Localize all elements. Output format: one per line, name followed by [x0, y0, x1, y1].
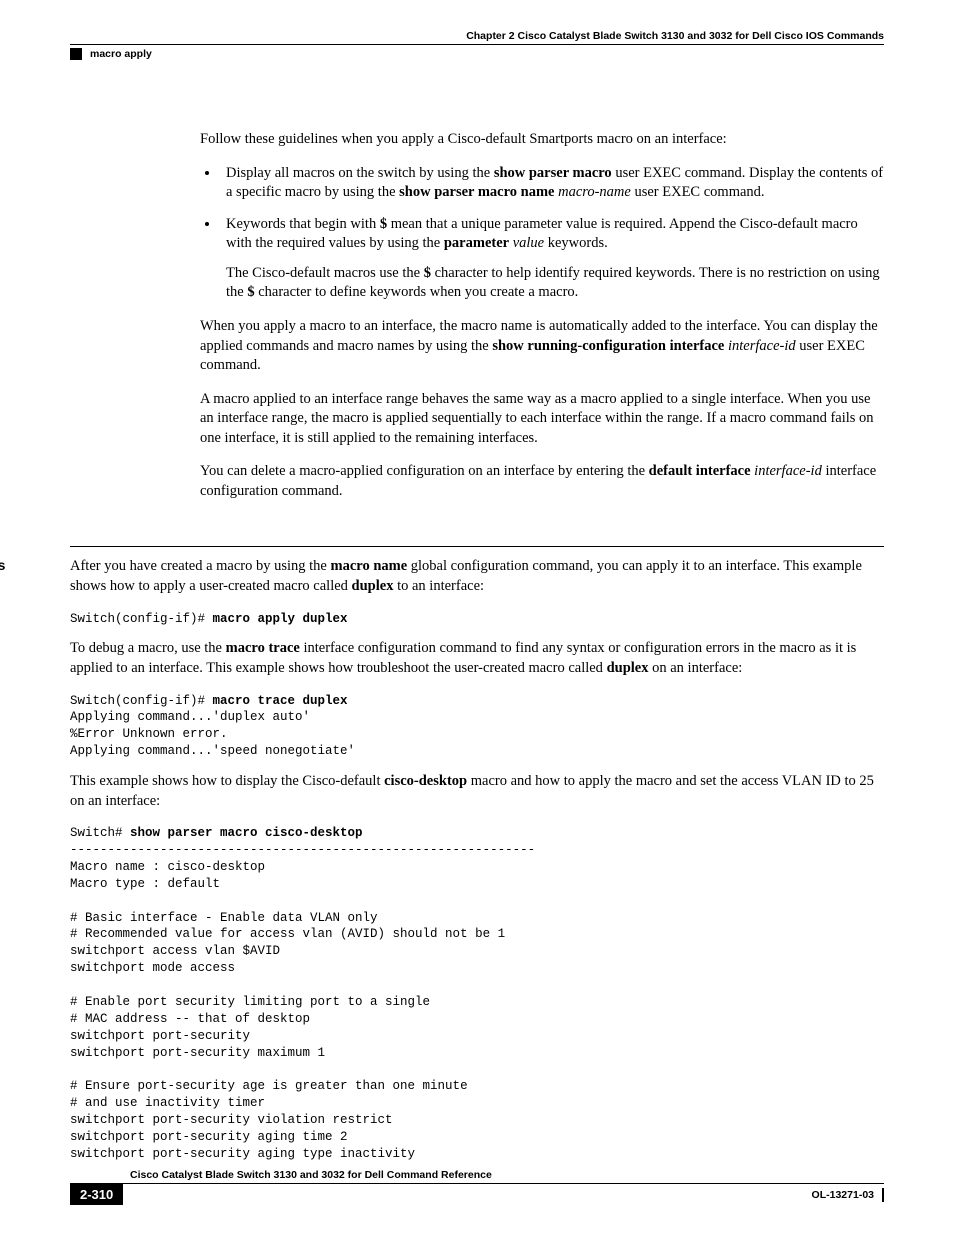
examples-body: After you have created a macro by using … — [70, 557, 884, 1174]
footer-right: OL-13271-03 — [812, 1188, 884, 1202]
text: on an interface: — [648, 660, 742, 676]
text: user EXEC command. — [631, 184, 765, 200]
bullet-2-sub: The Cisco-default macros use the $ chara… — [226, 264, 884, 303]
code-block-3: Switch# show parser macro cisco-desktop … — [70, 825, 884, 1163]
cmd: macro trace duplex — [213, 694, 348, 708]
arg: value — [513, 235, 544, 251]
text: to an interface: — [393, 578, 484, 594]
output: Applying command...'duplex auto' %Error … — [70, 710, 355, 758]
arg: macro-name — [558, 184, 631, 200]
intro-para: Follow these guidelines when you apply a… — [200, 130, 884, 150]
body-content: Follow these guidelines when you apply a… — [200, 130, 884, 1175]
prompt: Switch(config-if)# — [70, 612, 213, 626]
footer-bar-icon — [882, 1188, 884, 1202]
text: character to define keywords when you cr… — [255, 284, 579, 300]
text: Keywords that begin with — [226, 216, 380, 232]
code-block-2: Switch(config-if)# macro trace duplex Ap… — [70, 693, 884, 761]
arg: interface-id — [728, 338, 796, 354]
header-sub-row: macro apply — [70, 48, 884, 60]
bullet-1: Display all macros on the switch by usin… — [220, 164, 884, 203]
keyword: $ — [380, 216, 387, 232]
text: You can delete a macro-applied configura… — [200, 463, 649, 479]
para-4: A macro applied to an interface range be… — [200, 390, 884, 449]
text: keywords. — [544, 235, 608, 251]
keyword: $ — [247, 284, 254, 300]
cmd: macro trace — [226, 640, 300, 656]
keyword: $ — [424, 265, 431, 281]
page-header: Chapter 2 Cisco Catalyst Blade Switch 31… — [70, 30, 884, 60]
para-5: You can delete a macro-applied configura… — [200, 462, 884, 501]
chapter-label: Chapter 2 Cisco Catalyst Blade Switch 31… — [70, 30, 884, 42]
name: duplex — [352, 578, 394, 594]
page-container: Chapter 2 Cisco Catalyst Blade Switch 31… — [0, 0, 954, 1235]
page-number: 2-310 — [70, 1184, 123, 1205]
examples-p3: This example shows how to display the Ci… — [70, 772, 884, 811]
examples-p2: To debug a macro, use the macro trace in… — [70, 639, 884, 678]
footer-title: Cisco Catalyst Blade Switch 3130 and 303… — [70, 1169, 884, 1184]
examples-section-wrap: Examples After you have created a macro … — [70, 546, 884, 1174]
keyword: parameter — [444, 235, 509, 251]
cmd: show running-configuration interface — [492, 338, 724, 354]
footer-bottom: 2-310 OL-13271-03 — [70, 1184, 884, 1205]
examples-p1: After you have created a macro by using … — [70, 557, 884, 596]
output: ----------------------------------------… — [70, 843, 535, 1161]
para-3: When you apply a macro to an interface, … — [200, 317, 884, 376]
text: Display all macros on the switch by usin… — [226, 165, 494, 181]
bullet-2: Keywords that begin with $ mean that a u… — [220, 215, 884, 303]
header-square-icon — [70, 48, 82, 60]
topic-name: macro apply — [90, 48, 152, 60]
cmd: default interface — [649, 463, 751, 479]
header-top-row: Chapter 2 Cisco Catalyst Blade Switch 31… — [70, 30, 884, 45]
examples-label: Examples — [0, 557, 70, 1174]
text: This example shows how to display the Ci… — [70, 773, 384, 789]
text: To debug a macro, use the — [70, 640, 226, 656]
text: After you have created a macro by using … — [70, 558, 331, 574]
cmd: show parser macro — [494, 165, 612, 181]
text: The Cisco-default macros use the — [226, 265, 424, 281]
name: cisco-desktop — [384, 773, 467, 789]
guidelines-list: Display all macros on the switch by usin… — [200, 164, 884, 303]
cmd: show parser macro cisco-desktop — [130, 826, 363, 840]
examples-section: Examples After you have created a macro … — [70, 546, 884, 1174]
cmd: macro name — [331, 558, 408, 574]
page-footer: Cisco Catalyst Blade Switch 3130 and 303… — [70, 1169, 884, 1205]
doc-id: OL-13271-03 — [812, 1189, 874, 1201]
code-block-1: Switch(config-if)# macro apply duplex — [70, 611, 884, 628]
prompt: Switch# — [70, 826, 130, 840]
arg: interface-id — [754, 463, 822, 479]
cmd: show parser macro name — [399, 184, 554, 200]
cmd: macro apply duplex — [213, 612, 348, 626]
prompt: Switch(config-if)# — [70, 694, 213, 708]
name: duplex — [607, 660, 649, 676]
